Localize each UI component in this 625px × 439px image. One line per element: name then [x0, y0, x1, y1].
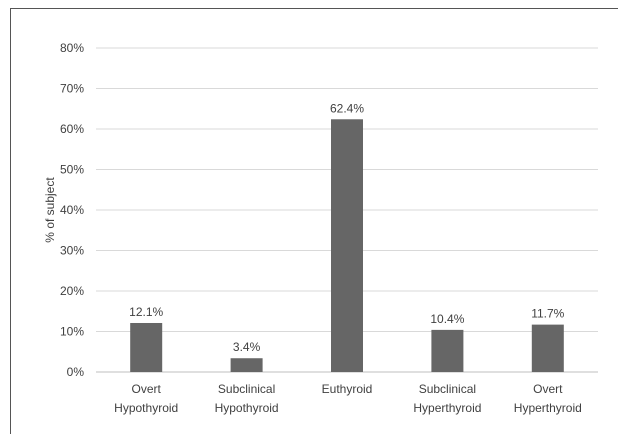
x-tick-label: Overt Hyperthyroid: [514, 382, 582, 415]
x-tick-label-line: Hypothyroid: [114, 401, 178, 415]
bar: [130, 322, 163, 372]
x-tick-label-line: Hyperthyroid: [514, 401, 582, 415]
x-tick-label: Subclinical Hypothyroid: [215, 382, 279, 415]
y-tick-label: 20%: [60, 284, 84, 298]
x-tick-label-line: Euthyroid: [322, 382, 373, 396]
bar: [431, 329, 464, 372]
y-tick-label: 80%: [60, 41, 84, 55]
x-tick-label-line: Subclinical: [419, 382, 476, 396]
bar: [230, 358, 263, 372]
x-tick-label-line: Hyperthyroid: [413, 401, 481, 415]
y-tick-label: 10%: [60, 325, 84, 339]
x-tick-label: Subclinical Hyperthyroid: [413, 382, 481, 415]
bar-data-label: 3.4%: [233, 340, 261, 354]
y-tick-label: 30%: [60, 244, 84, 258]
y-tick-label: 70%: [60, 82, 84, 96]
chart-frame: [10, 8, 618, 434]
bar: [331, 119, 363, 372]
bar-data-label: 11.7%: [531, 307, 564, 321]
y-tick-label: 60%: [60, 122, 84, 136]
x-tick-label: Euthyroid: [322, 382, 373, 396]
x-tick-label: Overt Hypothyroid: [114, 382, 178, 415]
data-labels: 12.1% 3.4% 62.4% 10.4% 11.7%: [129, 101, 565, 354]
y-tick-label: 40%: [60, 203, 84, 217]
y-axis-title: % of subject: [43, 177, 57, 243]
bar-data-label: 10.4%: [430, 312, 464, 326]
y-tick-label: 0%: [67, 365, 85, 379]
x-tick-label-line: Subclinical: [218, 382, 275, 396]
x-axis-tick-labels: Overt Hypothyroid Subclinical Hypothyroid Eu…: [114, 382, 582, 415]
bars: [130, 119, 564, 372]
x-tick-label-line: Overt: [132, 382, 162, 396]
x-tick-label-line: Overt: [533, 382, 563, 396]
bar: [531, 324, 564, 372]
y-axis-tick-labels: 0% 10% 20% 30% 40% 50% 60% 70% 80%: [60, 41, 84, 379]
x-tick-label-line: Hypothyroid: [215, 401, 279, 415]
bar-data-label: 12.1%: [129, 305, 163, 319]
y-tick-label: 50%: [60, 163, 84, 177]
bar-data-label: 62.4%: [330, 101, 364, 115]
